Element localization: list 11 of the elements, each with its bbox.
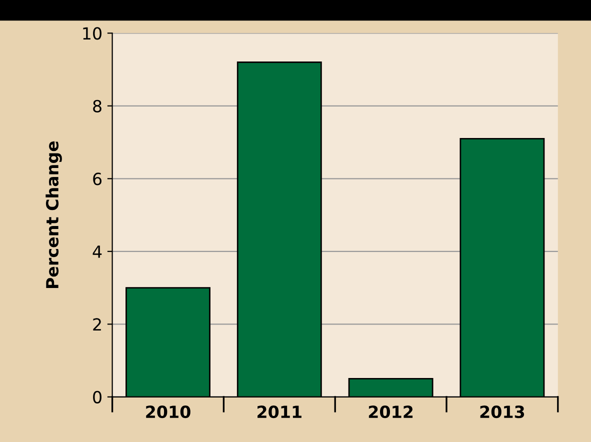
y-axis-title: Percent Change [46, 141, 62, 288]
x-tick-label: 2011 [258, 406, 302, 418]
y-tick-label: 0 [93, 390, 102, 404]
y-tick-label: 4 [92, 246, 102, 258]
y-tick-label: 2 [93, 318, 101, 330]
x-tick-label: 2013 [480, 406, 524, 418]
x-tick-label: 2012 [368, 406, 413, 418]
y-tick-label: 10 [83, 27, 102, 40]
x-tick-label: 2010 [146, 406, 190, 418]
y-tick-label: 8 [93, 100, 102, 112]
y-tick-label: 6 [93, 172, 102, 186]
